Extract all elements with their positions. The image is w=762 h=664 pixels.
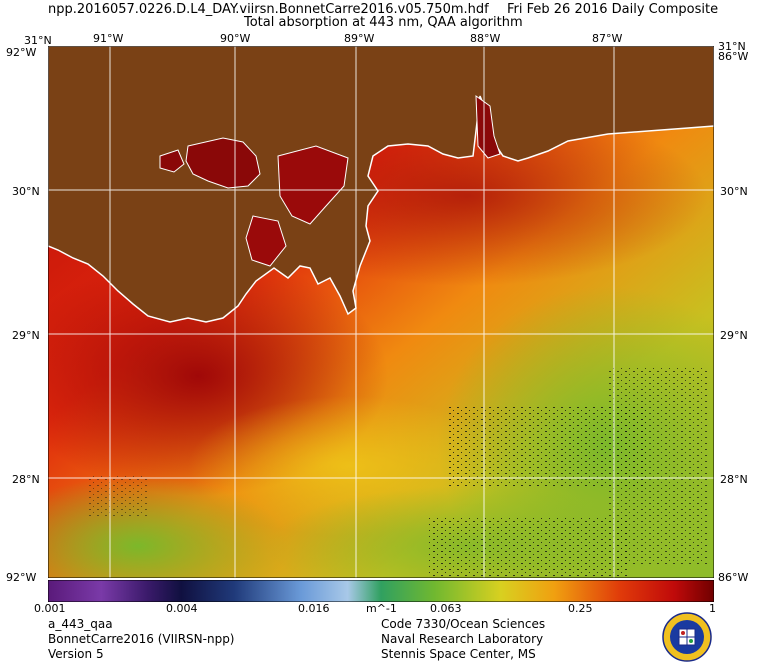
corner-label-top-left-lon: 92°W xyxy=(6,46,37,59)
colorbar-tick-3: 0.063 xyxy=(430,602,462,615)
lon-label-89w-top: 89°W xyxy=(344,32,375,45)
lon-label-91w-top: 91°W xyxy=(93,32,124,45)
corner-label-bottom-left: 92°W xyxy=(6,571,37,584)
absorption-map xyxy=(48,46,714,578)
mobile-bay xyxy=(475,94,501,159)
lon-label-90w-top: 90°W xyxy=(220,32,251,45)
colorbar-tick-1: 0.004 xyxy=(166,602,198,615)
colorbar-tick-0: 0.001 xyxy=(34,602,66,615)
institution-code: Code 7330/Ocean Sciences xyxy=(381,617,546,631)
land-mass xyxy=(48,46,714,323)
lon-label-92w-top: 31°N xyxy=(24,34,52,47)
lat-label-29n-left: 29°N xyxy=(12,329,40,342)
barataria-bay xyxy=(245,215,287,267)
lake-pontchartrain xyxy=(185,137,261,189)
graticule xyxy=(48,46,714,578)
product-name: a_443_qaa xyxy=(48,617,113,631)
lat-label-30n-left: 30°N xyxy=(12,185,40,198)
lake-maurepas xyxy=(159,149,185,173)
colorbar-tick-4: 0.25 xyxy=(568,602,593,615)
file-name: npp.2016057.0226.D.L4_DAY.viirsn.BonnetC… xyxy=(48,2,489,17)
composite-date: Fri Feb 26 2016 Daily Composite xyxy=(507,2,719,17)
lat-label-30n-right: 30°N xyxy=(720,185,748,198)
product-title: Total absorption at 443 nm, QAA algorith… xyxy=(244,15,523,30)
lon-label-87w-top: 87°W xyxy=(592,32,623,45)
lat-label-28n-left: 28°N xyxy=(12,473,40,486)
nrl-seal-logo xyxy=(662,612,712,662)
colorbar-tick-5: 1 xyxy=(709,602,716,615)
footer-product-info: a_443_qaa BonnetCarre2016 (VIIRSN-npp) V… xyxy=(48,617,235,662)
lake-borgne xyxy=(277,145,349,225)
corner-label-bottom-right: 86°W xyxy=(718,571,749,584)
nodata-speckle-4 xyxy=(88,476,148,516)
corner-label-top-right-lon: 86°W xyxy=(718,50,749,63)
lat-label-29n-right: 29°N xyxy=(720,329,748,342)
lat-label-28n-right: 28°N xyxy=(720,473,748,486)
institution-name: Naval Research Laboratory xyxy=(381,632,544,646)
corner-label-top-right: 31°N xyxy=(718,40,746,53)
colorbar-tick-2: 0.016 xyxy=(298,602,330,615)
region-sensor: BonnetCarre2016 (VIIRSN-npp) xyxy=(48,632,235,646)
nodata-speckle-3 xyxy=(428,516,628,576)
version: Version 5 xyxy=(48,647,104,661)
lon-label-88w-top: 88°W xyxy=(470,32,501,45)
colorbar xyxy=(48,580,714,602)
institution-location: Stennis Space Center, MS xyxy=(381,647,536,661)
colorbar-units: m^-1 xyxy=(366,602,397,615)
footer-institution: Code 7330/Ocean Sciences Naval Research … xyxy=(381,617,545,662)
